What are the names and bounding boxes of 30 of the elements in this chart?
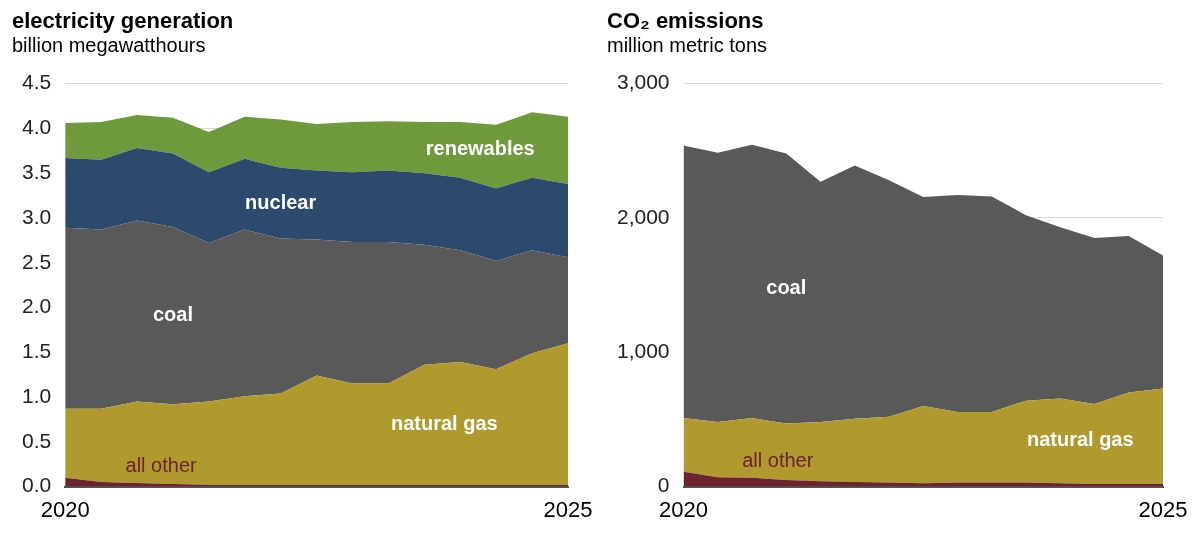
chart-subtitle: billion megawatthours: [11, 33, 207, 57]
y-tick-label: 1.0: [21, 383, 52, 407]
x-tick-label: 2020: [40, 496, 90, 522]
x-tick-label: 2025: [1138, 496, 1188, 522]
series-label: natural gas: [1026, 428, 1134, 451]
series-label: coal: [766, 275, 807, 298]
x-tick-label: 2025: [543, 496, 593, 522]
y-tick-label: 4.5: [21, 70, 52, 94]
y-tick-label: 1,000: [616, 339, 670, 363]
y-tick-label: 2.5: [21, 249, 52, 273]
series-label: coal: [152, 303, 193, 326]
y-tick-label: 4.0: [21, 115, 52, 139]
x-tick-label: 2020: [659, 496, 709, 522]
series-label: all other: [742, 448, 814, 471]
series-label: natural gas: [390, 412, 498, 435]
chart-subtitle: million metric tons: [606, 33, 769, 57]
series-label: nuclear: [245, 190, 317, 213]
y-tick-label: 3.5: [21, 159, 52, 183]
series-label: all other: [125, 453, 198, 476]
y-tick-label: 0.0: [21, 473, 52, 497]
y-tick-label: 1.5: [21, 339, 52, 363]
y-tick-label: 0.5: [21, 428, 52, 452]
y-tick-label: 2.0: [21, 294, 52, 318]
series-label: renewables: [425, 137, 535, 160]
y-tick-label: 2,000: [616, 204, 670, 228]
y-tick-label: 3.0: [21, 204, 52, 228]
y-tick-label: 0: [657, 473, 670, 497]
chart-title: electricity generation: [11, 8, 235, 33]
y-tick-label: 3,000: [616, 70, 670, 94]
chart-title: CO₂ emissions: [606, 8, 765, 33]
